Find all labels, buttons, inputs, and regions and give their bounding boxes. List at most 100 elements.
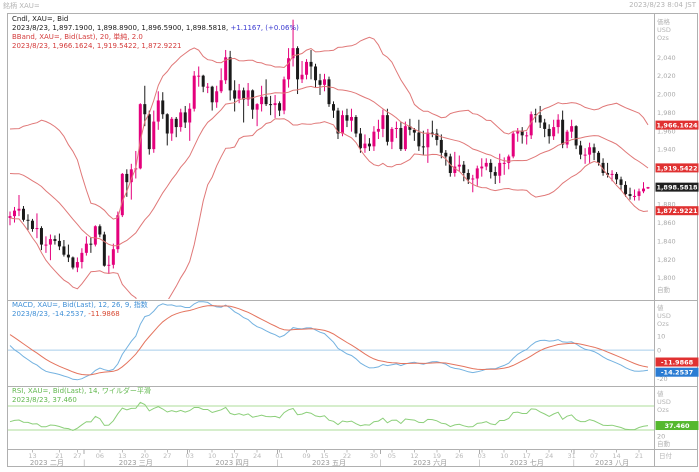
axis-unit-label: Ozs: [657, 320, 670, 328]
axis-badge-label: 1,919.5422: [656, 164, 697, 172]
axis-tick-label: 20: [657, 433, 665, 441]
candle-body: [507, 156, 511, 163]
candle-body: [408, 126, 412, 130]
axis-tick-label: 1,980: [657, 109, 676, 117]
candle-body: [489, 162, 493, 173]
candle-body: [12, 210, 16, 217]
candle-body: [547, 128, 551, 137]
axis-unit-label: USD: [657, 26, 671, 34]
candle-body: [565, 131, 569, 145]
axis-unit-label: 価格: [657, 17, 671, 26]
axis-badge-label: 37.460: [664, 422, 690, 430]
axis-value-badge: [655, 206, 699, 216]
candle-body: [75, 262, 79, 268]
candle-body: [291, 48, 295, 59]
candle-body: [125, 173, 129, 183]
candle-body: [439, 139, 443, 153]
candle-body: [345, 115, 349, 121]
candle-body: [282, 79, 286, 111]
axis-tick-label: 1,820: [657, 256, 676, 264]
month-separator: |: [573, 459, 575, 467]
axis-unit-label: Ozs: [657, 34, 670, 42]
candle-body: [296, 48, 300, 80]
candle-body: [385, 115, 389, 142]
candle-body: [556, 119, 560, 128]
candle-body: [318, 80, 322, 85]
candle-body: [84, 243, 88, 253]
date-tick-label: 17: [523, 452, 531, 460]
candle-body: [430, 132, 434, 134]
candle-body: [502, 162, 506, 164]
candle-body: [358, 133, 362, 149]
axis-auto-label: 自動: [657, 439, 671, 448]
candle-body: [21, 208, 25, 220]
candle-body: [228, 57, 232, 91]
candle-body: [421, 146, 425, 148]
axis-unit-label: USD: [657, 312, 671, 320]
date-axis-title: 日付: [659, 451, 673, 460]
axis-unit-label: Ozs: [657, 406, 670, 414]
candle-body: [237, 90, 241, 99]
candle-body: [466, 172, 470, 180]
candle-body: [53, 239, 57, 241]
candle-body: [552, 127, 556, 137]
candle-body: [260, 96, 264, 105]
candle-body: [511, 133, 515, 157]
candle-body: [543, 122, 547, 129]
candle-body: [624, 184, 628, 195]
candle-body: [62, 246, 66, 255]
candle-body: [610, 173, 614, 175]
candle-body: [471, 178, 475, 180]
candle-body: [138, 104, 142, 169]
candle-body: [597, 152, 601, 163]
candle-body: [48, 239, 52, 245]
candle-body: [57, 240, 61, 247]
candle-body: [89, 243, 93, 245]
candle-body: [615, 173, 619, 180]
axis-tick-label: 1,940: [657, 146, 676, 154]
candle-body: [242, 90, 246, 100]
candle-body: [192, 75, 196, 109]
candle-body: [637, 191, 641, 196]
candle-body: [287, 58, 291, 80]
candle-body: [376, 128, 380, 132]
date-tick-label: 01: [275, 452, 283, 460]
month-separator: |: [379, 459, 381, 467]
candle-body: [165, 114, 169, 134]
candle-body: [457, 164, 461, 167]
candle-body: [390, 128, 394, 142]
axis-tick-label: 0: [657, 347, 661, 355]
month-separator: |: [276, 459, 278, 467]
bband-upper-line: [9, 36, 649, 220]
candle-body: [412, 129, 416, 133]
candle-body: [251, 90, 255, 110]
bband-lower-line: [9, 118, 649, 299]
date-tick-label: 19: [433, 452, 441, 460]
candle-body: [619, 179, 623, 185]
candle-body: [39, 228, 43, 245]
date-tick-label: 22: [343, 452, 351, 460]
axis-value-badge: [655, 120, 699, 130]
candle-body: [147, 114, 151, 150]
candle-body: [336, 110, 340, 134]
date-tick-label: 12: [410, 452, 418, 460]
axis-unit-label: 値: [657, 303, 664, 312]
candle-body: [152, 121, 156, 150]
month-label: 2023 八月: [595, 459, 629, 467]
candle-body: [484, 162, 488, 167]
candle-body: [98, 226, 102, 235]
date-tick-label: 13: [118, 452, 126, 460]
candle-body: [340, 115, 344, 134]
candle-body: [323, 79, 327, 85]
bband-middle-line: [9, 85, 649, 247]
axis-tick-label: 1,960: [657, 127, 676, 135]
candle-body: [327, 79, 331, 105]
month-label: 2023 五月: [312, 459, 346, 467]
candle-body: [646, 187, 650, 189]
candle-body: [224, 57, 228, 81]
month-label: 2023 七月: [510, 458, 544, 467]
rsi-panel: [8, 401, 654, 432]
axis-tick-label: 2,020: [657, 72, 676, 80]
candle-body: [525, 135, 529, 137]
